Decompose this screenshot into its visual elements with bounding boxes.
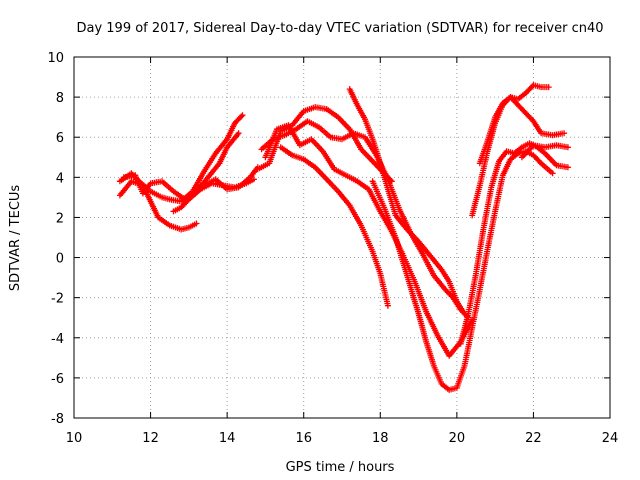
plot-frame bbox=[73, 56, 611, 419]
y-tick-label: -2 bbox=[51, 292, 64, 307]
y-tick-label: -6 bbox=[51, 372, 64, 387]
y-tick-label: 8 bbox=[56, 91, 64, 106]
y-tick-label: -4 bbox=[51, 332, 64, 347]
x-tick-label: 20 bbox=[449, 431, 466, 446]
data-marks bbox=[116, 82, 571, 393]
series-track-10 bbox=[346, 86, 468, 317]
series-track-6 bbox=[254, 104, 395, 185]
x-tick-label: 14 bbox=[219, 431, 236, 446]
series-track-5 bbox=[189, 164, 261, 197]
x-tick-label: 10 bbox=[66, 431, 83, 446]
series-track-14 bbox=[476, 94, 568, 167]
series-track-9 bbox=[277, 144, 391, 309]
x-tick-label: 16 bbox=[295, 431, 312, 446]
x-tick-label: 22 bbox=[525, 431, 542, 446]
y-tick-label: 10 bbox=[47, 51, 64, 66]
y-tick-label: 4 bbox=[56, 171, 64, 186]
y-tick-label: -8 bbox=[51, 412, 64, 427]
y-tick-label: 0 bbox=[56, 252, 64, 267]
y-axis-label: SDTVAR / TECUs bbox=[8, 185, 23, 292]
y-tick-label: 2 bbox=[56, 211, 64, 226]
x-axis-label: GPS time / hours bbox=[286, 460, 395, 475]
chart-title: Day 199 of 2017, Sidereal Day-to-day VTE… bbox=[76, 21, 603, 36]
series-track-11 bbox=[369, 148, 556, 393]
y-tick-label: 6 bbox=[56, 131, 64, 146]
x-tick-label: 24 bbox=[602, 431, 619, 446]
series-track-13 bbox=[457, 140, 571, 347]
x-tick-label: 18 bbox=[372, 431, 389, 446]
grid-lines bbox=[74, 57, 610, 418]
series-track-15 bbox=[518, 142, 571, 161]
x-tick-label: 12 bbox=[142, 431, 159, 446]
